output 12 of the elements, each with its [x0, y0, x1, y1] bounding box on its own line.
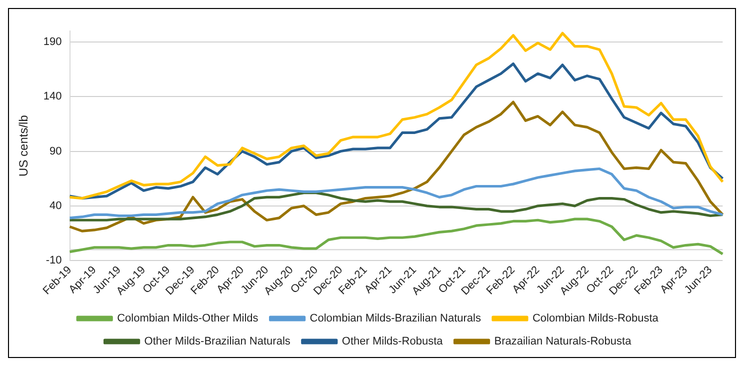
y-tick-label: -10	[46, 254, 62, 267]
legend-label: Colombian Milds-Brazilian Naturals	[310, 312, 482, 325]
y-tick-label: 90	[50, 145, 62, 158]
y-tick-label: 190	[43, 36, 62, 48]
legend-label: Other Milds-Brazilian Naturals	[144, 336, 291, 348]
y-axis-title: US cents/lb	[16, 114, 31, 176]
y-tick-label: 140	[43, 90, 62, 103]
legend-label: Brazailian Naturals-Robusta	[494, 336, 632, 348]
y-tick-label: 40	[50, 200, 62, 212]
legend-label: Colombian Milds-Other Milds	[117, 312, 259, 325]
legend-label: Other Milds-Robusta	[342, 336, 444, 348]
legend-label: Colombian Milds-Robusta	[532, 312, 660, 325]
